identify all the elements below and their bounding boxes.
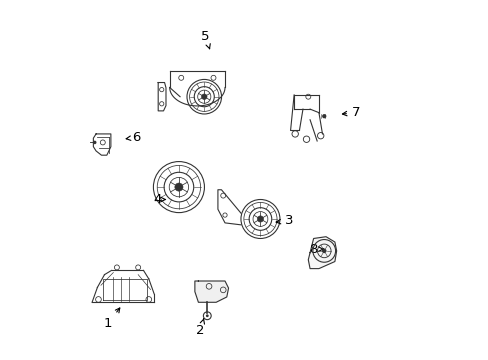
Circle shape: [322, 114, 325, 118]
Circle shape: [201, 94, 206, 99]
Circle shape: [205, 314, 208, 317]
Text: 3: 3: [276, 214, 292, 227]
Text: 7: 7: [342, 106, 360, 119]
Circle shape: [175, 183, 183, 191]
Text: 4: 4: [153, 193, 165, 206]
Circle shape: [257, 216, 263, 222]
Text: 6: 6: [126, 131, 140, 144]
Text: 5: 5: [201, 30, 210, 49]
Text: 2: 2: [196, 319, 204, 337]
Text: 8: 8: [309, 243, 323, 256]
Text: 1: 1: [103, 308, 120, 330]
Circle shape: [321, 249, 326, 253]
Circle shape: [93, 141, 96, 144]
Polygon shape: [195, 281, 228, 302]
Polygon shape: [307, 237, 336, 269]
